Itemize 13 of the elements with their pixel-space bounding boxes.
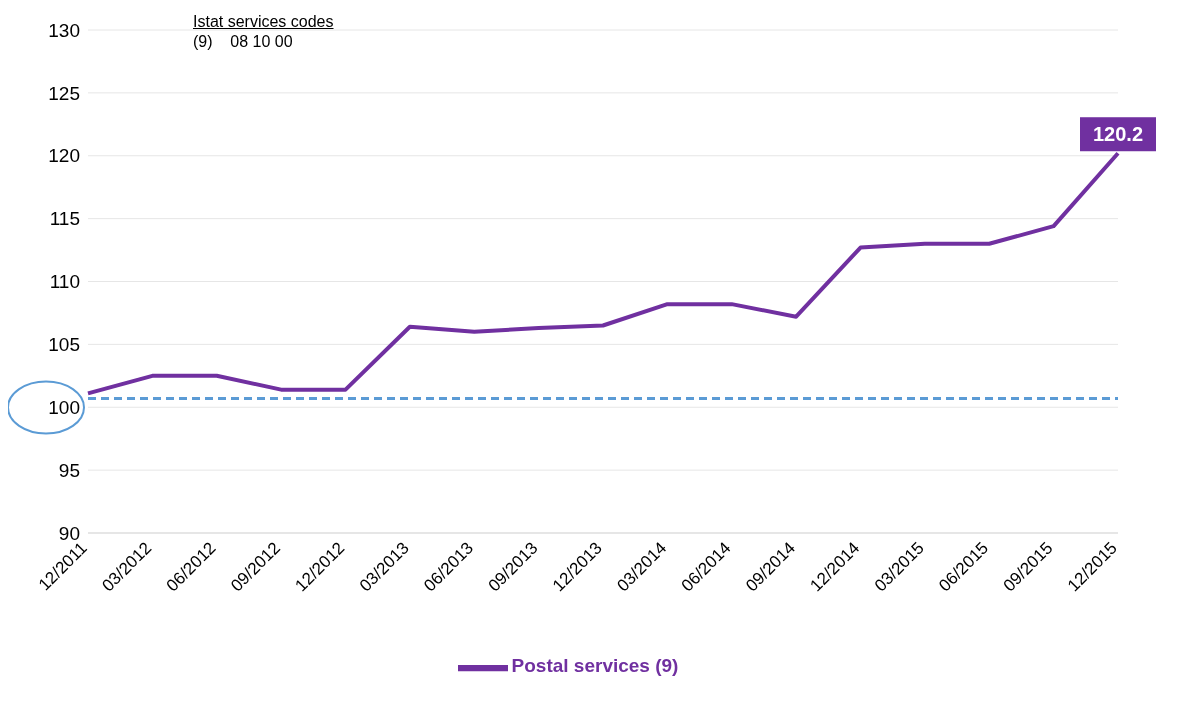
y-tick-label: 125 xyxy=(48,82,80,104)
y-tick-label: 115 xyxy=(49,208,80,230)
y-tick-label: 100 xyxy=(48,396,80,418)
annotation: (9) 08 10 00 xyxy=(193,32,294,52)
y-tick-label: 110 xyxy=(49,271,80,293)
legend-label: Postal services (9) xyxy=(511,655,679,677)
y-tick-label: 130 xyxy=(48,19,80,41)
y-tick-label: 90 xyxy=(58,522,80,544)
y-tick-label: 95 xyxy=(58,459,80,481)
text: Istat services codes xyxy=(193,12,334,32)
y-tick-label: 105 xyxy=(48,334,80,356)
data-label: 120.2 xyxy=(1092,123,1144,146)
y-tick-label: 120 xyxy=(48,145,80,167)
